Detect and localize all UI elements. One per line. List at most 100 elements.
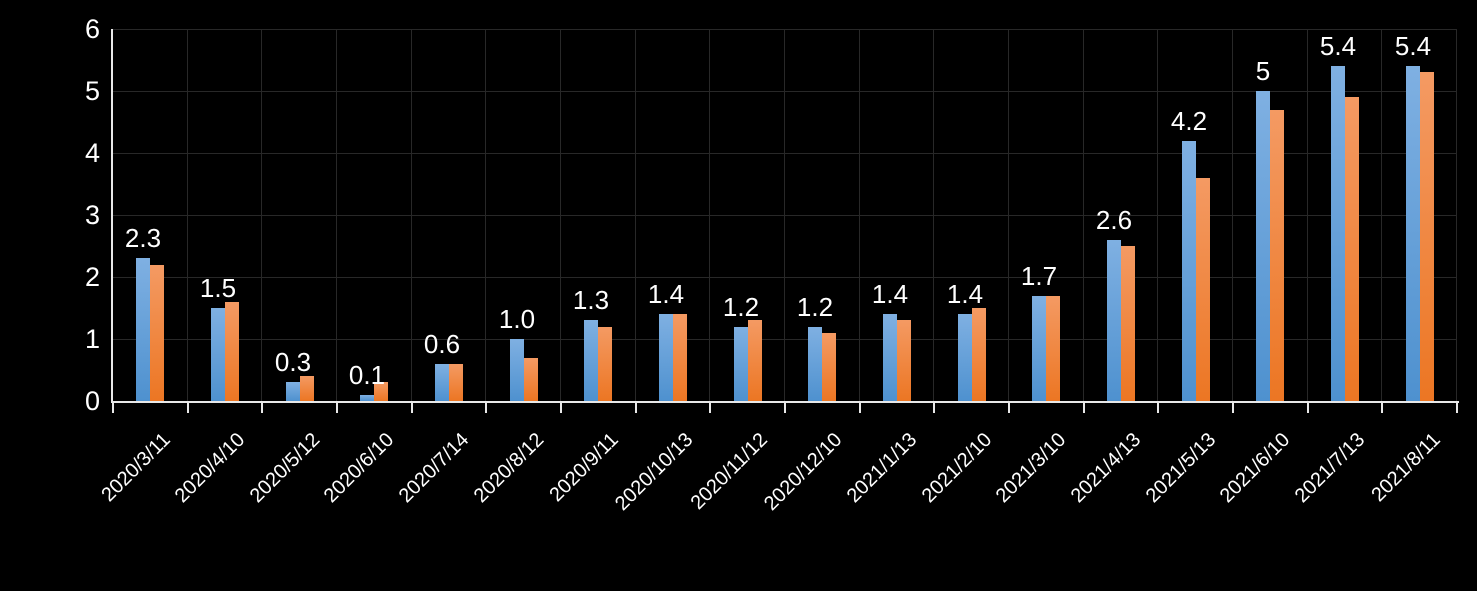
gridline-vertical: [1381, 29, 1382, 401]
bar-orange: [1196, 178, 1210, 401]
x-axis-label: 2020/7/14: [394, 428, 474, 508]
bar-data-label: 0.3: [274, 347, 312, 377]
y-axis-line: [111, 29, 113, 403]
bar-orange: [524, 358, 538, 401]
bar-orange: [673, 314, 687, 401]
gridline-vertical: [261, 29, 262, 401]
bar-data-label: 1.2: [722, 292, 760, 322]
x-axis-label: 2021/4/13: [1066, 428, 1146, 508]
bar-blue: [1032, 296, 1046, 401]
gridline-vertical: [411, 29, 412, 401]
x-axis-label: 2020/5/12: [245, 428, 325, 508]
y-axis-label: 1: [84, 324, 100, 354]
bar-data-label: 0.1: [348, 360, 386, 390]
bar-blue: [584, 320, 598, 401]
plot-area: [113, 29, 1457, 401]
y-axis-label: 2: [84, 262, 100, 292]
x-axis-label: 2020/11/12: [686, 428, 773, 515]
gridline-horizontal: [113, 29, 1457, 30]
bar-orange: [225, 302, 239, 401]
bar-data-label: 1.4: [946, 279, 984, 309]
x-axis-tick: [784, 403, 786, 413]
x-axis-line: [111, 401, 1459, 403]
gridline-horizontal: [113, 215, 1457, 216]
x-axis-tick: [187, 403, 189, 413]
bar-blue: [883, 314, 897, 401]
x-axis-tick: [1307, 403, 1309, 413]
x-axis-label: 2020/8/12: [469, 428, 549, 508]
x-axis-tick: [261, 403, 263, 413]
gridline-vertical: [1008, 29, 1009, 401]
gridline-vertical: [1232, 29, 1233, 401]
gridline-vertical: [933, 29, 934, 401]
x-axis-label: 2020/3/11: [96, 428, 175, 507]
bar-blue: [435, 364, 449, 401]
x-axis-tick: [1083, 403, 1085, 413]
bar-data-label: 4.2: [1170, 106, 1208, 136]
gridline-horizontal: [113, 339, 1457, 340]
x-axis-label: 2021/6/10: [1215, 428, 1295, 508]
gridline-vertical: [784, 29, 785, 401]
bar-blue: [211, 308, 225, 401]
x-axis-label: 2021/1/13: [842, 428, 922, 508]
bar-blue: [1331, 66, 1345, 401]
x-axis-label: 2021/5/13: [1141, 428, 1221, 508]
x-axis-label: 2021/7/13: [1290, 428, 1370, 508]
x-axis-tick: [411, 403, 413, 413]
bar-orange: [1121, 246, 1135, 401]
x-axis-label: 2020/10/13: [610, 428, 698, 516]
bar-orange: [972, 308, 986, 401]
x-axis-tick: [1381, 403, 1383, 413]
x-axis-tick: [1157, 403, 1159, 413]
bar-blue: [734, 327, 748, 401]
bar-blue: [659, 314, 673, 401]
bar-data-label: 1.4: [647, 279, 685, 309]
y-axis-label: 4: [84, 138, 100, 168]
bar-orange: [449, 364, 463, 401]
x-axis-tick: [560, 403, 562, 413]
bar-data-label: 1.5: [199, 273, 237, 303]
bar-blue: [1406, 66, 1420, 401]
gridline-vertical: [1307, 29, 1308, 401]
gridline-horizontal: [113, 91, 1457, 92]
y-axis-label: 5: [84, 76, 100, 106]
gridline-vertical: [1157, 29, 1158, 401]
bar-orange: [1270, 110, 1284, 401]
bar-data-label: 5.4: [1319, 31, 1357, 61]
bar-data-label: 1.7: [1020, 261, 1058, 291]
bar-orange: [300, 376, 314, 401]
gridline-vertical: [859, 29, 860, 401]
x-axis-label: 2020/9/11: [544, 428, 623, 507]
x-axis-label: 2021/2/10: [917, 428, 997, 508]
bar-orange: [748, 320, 762, 401]
gridline-horizontal: [113, 277, 1457, 278]
x-axis-tick: [635, 403, 637, 413]
bar-blue: [1256, 91, 1270, 401]
x-axis-tick: [709, 403, 711, 413]
x-axis-label: 2020/12/10: [759, 428, 847, 516]
gridline-vertical: [709, 29, 710, 401]
bar-data-label: 1.0: [498, 304, 536, 334]
gridline-vertical: [1083, 29, 1084, 401]
bar-blue: [360, 395, 374, 401]
bar-orange: [897, 320, 911, 401]
x-axis-tick: [859, 403, 861, 413]
gridline-vertical: [1456, 29, 1457, 401]
bar-orange: [1345, 97, 1359, 401]
gridline-vertical: [336, 29, 337, 401]
bar-blue: [286, 382, 300, 401]
bar-orange: [1420, 72, 1434, 401]
x-axis-tick: [112, 403, 114, 413]
bar-blue: [1107, 240, 1121, 401]
bar-orange: [822, 333, 836, 401]
x-axis-tick: [933, 403, 935, 413]
x-axis-label: 2021/3/10: [991, 428, 1071, 508]
bar-data-label: 1.4: [871, 279, 909, 309]
y-axis-label: 6: [84, 14, 100, 44]
gridline-vertical: [187, 29, 188, 401]
x-axis-tick: [1456, 403, 1458, 413]
bar-data-label: 2.6: [1095, 205, 1133, 235]
bar-orange: [374, 382, 388, 401]
bar-blue: [1182, 141, 1196, 401]
x-axis-tick: [485, 403, 487, 413]
